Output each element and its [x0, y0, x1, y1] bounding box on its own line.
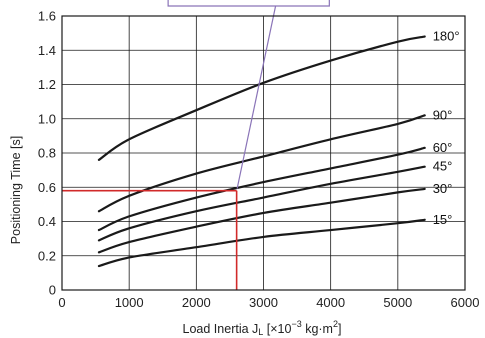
x-axis-label-exp: −3: [291, 319, 301, 329]
x-tick-label: 6000: [451, 295, 480, 310]
x-axis-label-main: Load Inertia J: [183, 322, 259, 336]
series-line: [99, 220, 425, 266]
x-axis-label-mid: kg·m: [302, 322, 333, 336]
x-tick-label: 4000: [316, 295, 345, 310]
series-label: 30°: [433, 181, 453, 196]
x-tick-label: 2000: [182, 295, 211, 310]
series-line: [99, 167, 425, 241]
series-labels: 180° 90° 60° 45° 30° 15°: [433, 29, 460, 227]
y-tick-label: 0: [49, 283, 56, 298]
x-tick-label: 3000: [249, 295, 278, 310]
x-tick-label: 5000: [383, 295, 412, 310]
y-tick-label: 0.2: [38, 248, 56, 263]
y-tick-label: 0.6: [38, 180, 56, 195]
series-label: 180°: [433, 29, 460, 44]
x-axis-label-prefix: [×10: [263, 322, 291, 336]
y-axis-label: Positioning Time [s]: [9, 136, 23, 244]
y-tick-label: 0.4: [38, 214, 56, 229]
y-tick-label: 1.6: [38, 9, 56, 24]
x-tick-label: 1000: [115, 295, 144, 310]
callout-box: [168, 0, 329, 6]
series-label: 45°: [433, 159, 453, 174]
y-tick-label: 0.8: [38, 146, 56, 161]
x-axis-label-suffix: ]: [338, 322, 341, 336]
series-line: [99, 37, 425, 160]
series-label: 60°: [433, 140, 453, 155]
callout-leader-line: [237, 6, 275, 189]
series-label: 15°: [433, 212, 453, 227]
y-tick-label: 1.4: [38, 43, 56, 58]
x-axis-label: Load Inertia JL [×10−3 kg·m2]: [183, 319, 342, 337]
x-tick-label: 0: [58, 295, 65, 310]
y-tick-label: 1.2: [38, 77, 56, 92]
y-tick-label: 1.0: [38, 111, 56, 126]
series-label: 90°: [433, 107, 453, 122]
